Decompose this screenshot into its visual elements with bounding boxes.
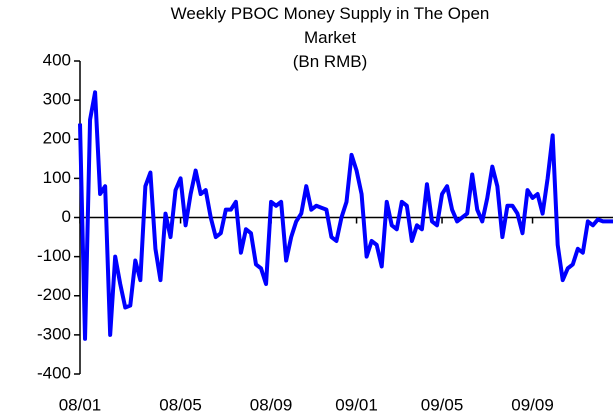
x-tick-label: 08/09: [250, 395, 293, 414]
y-tick-label: 0: [62, 207, 71, 226]
x-tick-label: 08/05: [159, 395, 202, 414]
y-tick-label: 200: [43, 129, 71, 148]
y-tick-label: -200: [37, 285, 71, 304]
y-tick-label: -100: [37, 246, 71, 265]
y-tick-label: -300: [37, 324, 71, 343]
chart-title: Weekly PBOC Money Supply in The Open Mar…: [170, 4, 490, 47]
x-tick-label: 09/05: [421, 395, 464, 414]
x-tick-label: 09/09: [511, 395, 554, 414]
x-tick-label: 09/01: [335, 395, 378, 414]
y-tick-label: 400: [43, 50, 71, 69]
y-tick-label: 100: [43, 168, 71, 187]
y-tick-label: -400: [37, 363, 71, 382]
data-line: [78, 90, 613, 341]
y-tick-label: 300: [43, 90, 71, 109]
x-tick-label: 08/01: [59, 395, 102, 414]
chart-subtitle: (Bn RMB): [292, 52, 368, 71]
